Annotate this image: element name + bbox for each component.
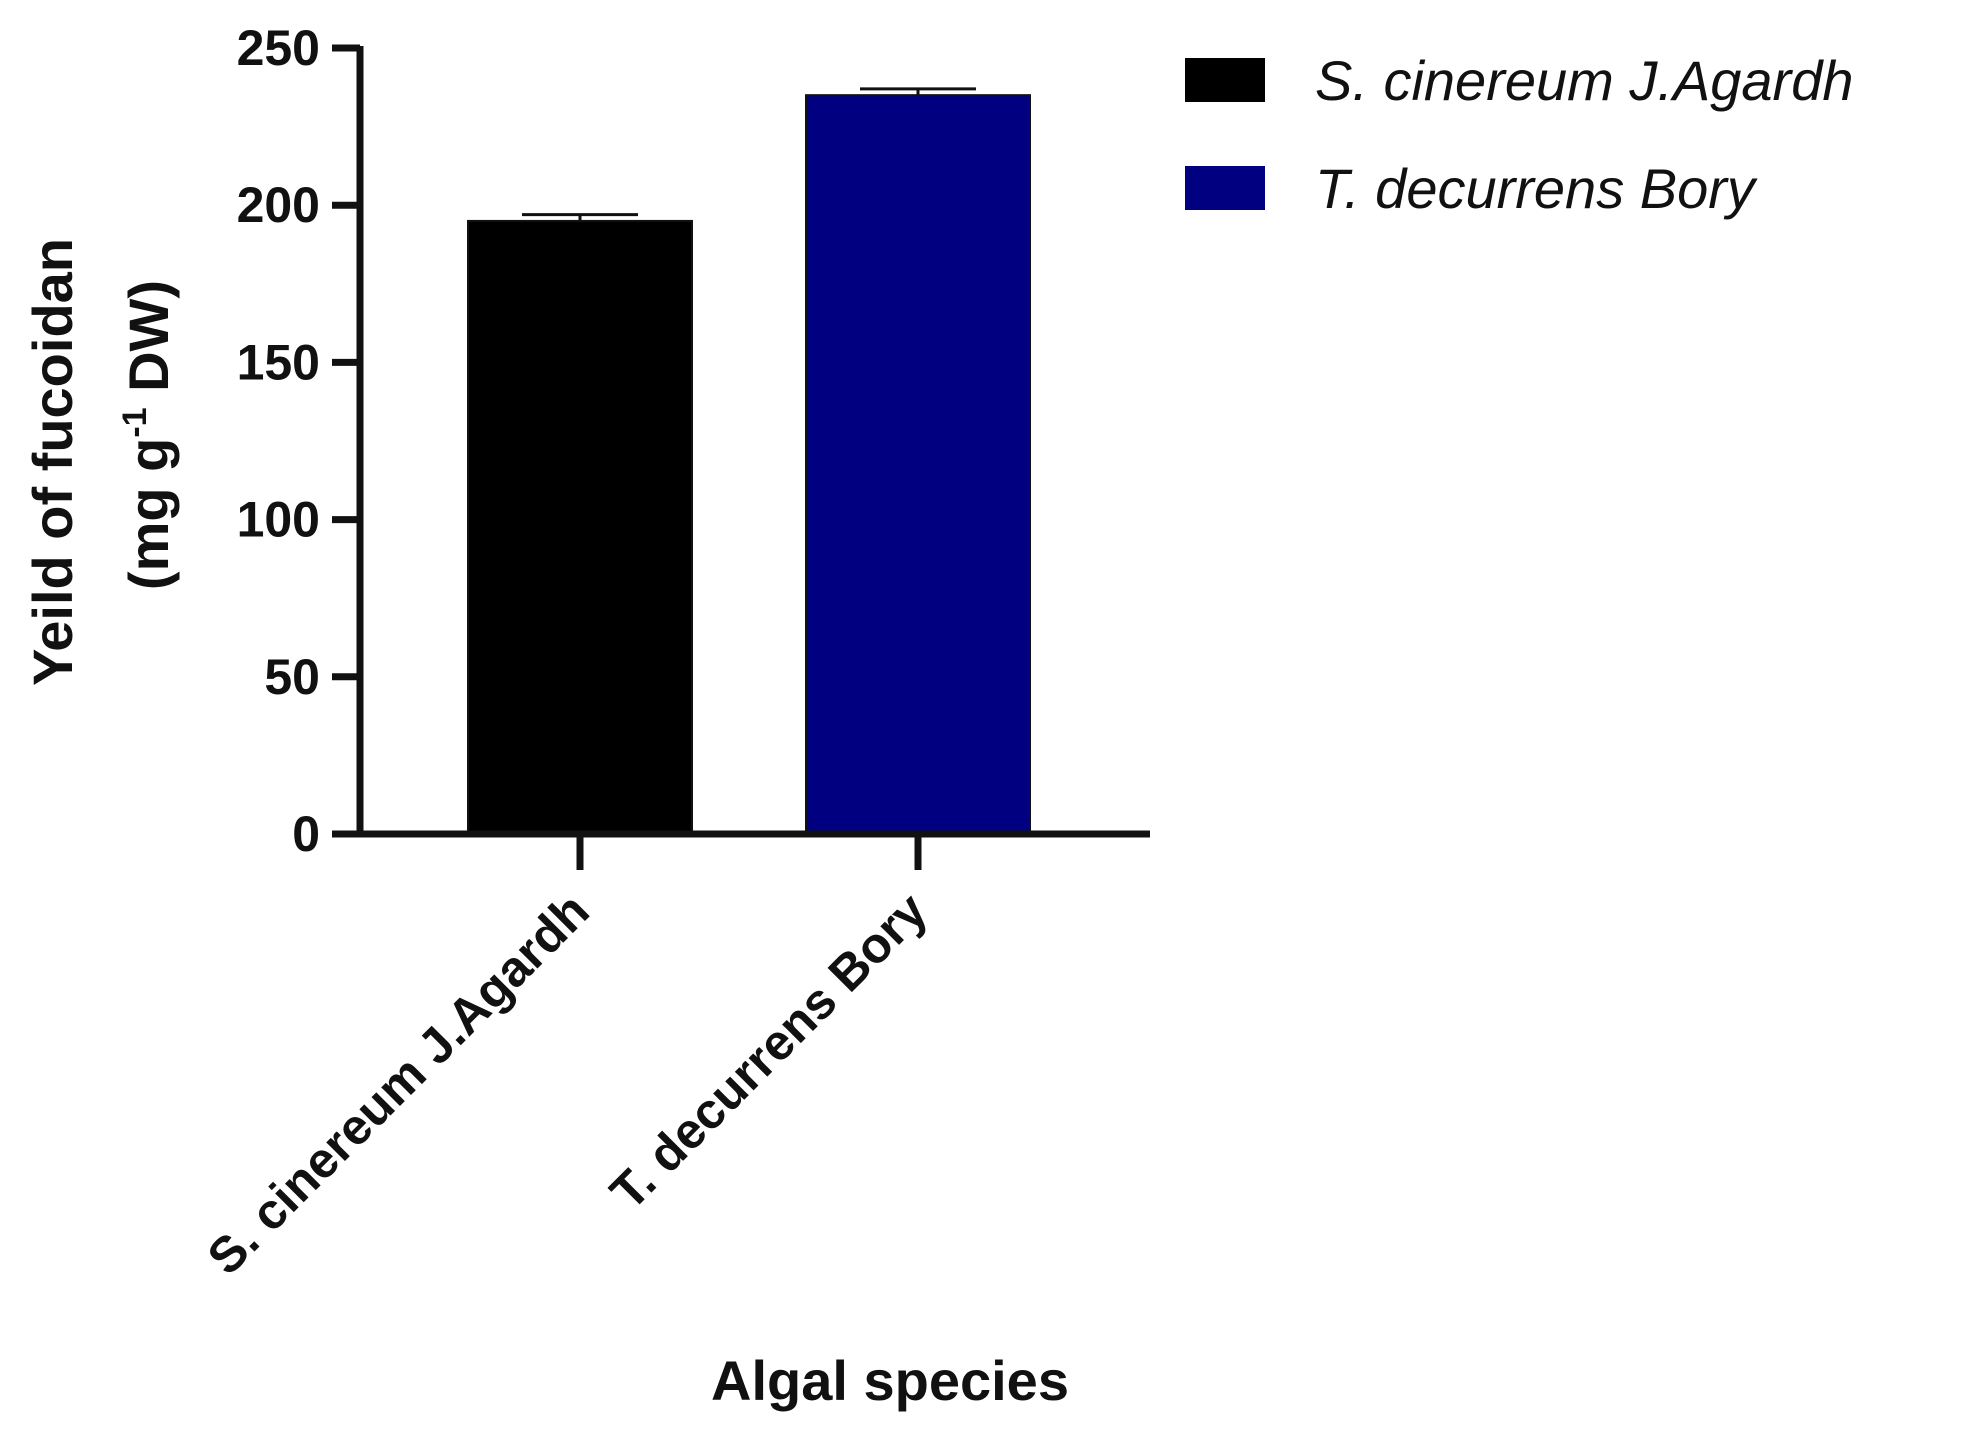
legend-label-t-decurrens-bory: T. decurrens Bory [1315,157,1758,220]
bars-group [467,94,1031,836]
x-tick-label-s-cinereum-j-agardh: S. cinereum J.Agardh [197,882,600,1285]
error-bars-group [522,87,976,221]
y-axis-unit-pre: (mg g [117,438,180,590]
y-tick-label-200: 200 [237,177,320,233]
legend-swatch-t-decurrens-bory [1185,166,1265,210]
x-axis-title: Algal species [711,1349,1069,1412]
x-ticks-group: S. cinereum J.Agardh T. decurrens Bory [197,834,938,1285]
legend: S. cinereum J.Agardh T. decurrens Bory [1185,49,1853,220]
y-tick-label-150: 150 [237,334,320,390]
y-tick-label-0: 0 [292,806,320,862]
y-tick-label-100: 100 [237,492,320,548]
x-tick-label-t-decurrens-bory: T. decurrens Bory [600,882,938,1220]
y-ticks-group: 0 50 100 150 200 250 [237,20,360,862]
bar-s-cinereum-j-agardh [467,219,693,836]
legend-swatch-s-cinereum-j-agardh [1185,58,1265,102]
y-axis-unit-post: DW) [117,280,180,408]
y-axis-title: Yeild of fucoidan [21,238,84,686]
y-tick-label-50: 50 [264,649,320,705]
y-axis-title-line-2: (mg g-1 DW) [116,280,180,590]
y-axis-unit-sup: -1 [116,407,154,437]
bar-t-decurrens-bory [805,94,1031,836]
legend-label-s-cinereum-j-agardh: S. cinereum J.Agardh [1315,49,1853,112]
y-tick-label-250: 250 [237,20,320,76]
